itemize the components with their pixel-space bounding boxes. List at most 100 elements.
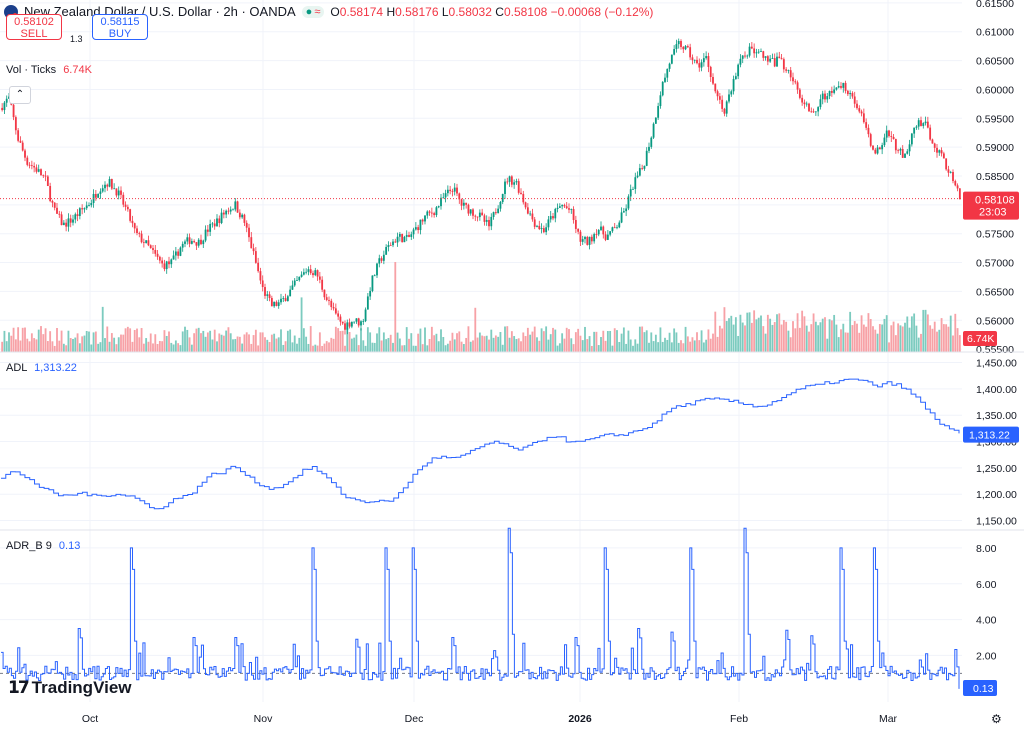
symbol-title[interactable]: New Zealand Dollar / U.S. Dollar · 2h · … bbox=[24, 4, 296, 19]
volume-bar bbox=[353, 337, 356, 352]
vol-legend[interactable]: Vol · Ticks 6.74K bbox=[6, 64, 92, 76]
volume-bar bbox=[69, 338, 72, 352]
volume-bar bbox=[92, 332, 95, 352]
candle-body bbox=[872, 145, 874, 150]
candle-body bbox=[51, 201, 54, 203]
candle-body bbox=[824, 93, 826, 100]
volume-bar bbox=[762, 326, 765, 352]
collapse-chevron-icon[interactable]: ⌃ bbox=[9, 86, 31, 104]
volume-bar bbox=[286, 330, 289, 352]
candle-body bbox=[707, 56, 710, 67]
candle-body bbox=[410, 234, 413, 237]
volume-bar bbox=[72, 338, 74, 352]
volume-bar bbox=[867, 313, 870, 352]
candle-body bbox=[106, 184, 109, 187]
volume-bar bbox=[499, 332, 502, 352]
adr-tick-label: 8.00 bbox=[976, 543, 997, 555]
candle-body bbox=[613, 227, 616, 229]
candle-body bbox=[526, 207, 529, 214]
volume-bar bbox=[421, 344, 424, 352]
volume-bar bbox=[846, 332, 849, 352]
candle-body bbox=[83, 208, 86, 210]
candle-body bbox=[593, 234, 596, 242]
price-axis[interactable]: 0.61500 0.61000 0.60500 0.60000 0.59500 0.590… bbox=[976, 0, 1014, 356]
volume-bar bbox=[252, 335, 255, 352]
candle-body bbox=[817, 107, 820, 112]
candle-body bbox=[277, 302, 280, 306]
candle-body bbox=[920, 120, 922, 126]
candle-body bbox=[796, 82, 799, 90]
volume-bar bbox=[339, 331, 342, 352]
volume-bar bbox=[106, 326, 109, 352]
chart-header: New Zealand Dollar / U.S. Dollar · 2h · … bbox=[4, 4, 653, 19]
candle-body bbox=[398, 233, 401, 237]
candle-body bbox=[906, 151, 909, 154]
volume-bar bbox=[597, 345, 600, 352]
candle-body bbox=[874, 149, 877, 154]
candle-body bbox=[42, 175, 45, 177]
volume-bar bbox=[1, 341, 4, 352]
volume-bar bbox=[723, 307, 726, 352]
price-tick-label: 0.57500 bbox=[976, 229, 1014, 241]
candle-body bbox=[197, 239, 200, 246]
candle-body bbox=[350, 321, 353, 327]
candle-body bbox=[716, 91, 719, 97]
candle-body bbox=[924, 121, 927, 124]
volume-bar bbox=[360, 328, 362, 352]
volume-bar bbox=[124, 328, 127, 352]
volume-bar bbox=[261, 332, 264, 352]
candle-body bbox=[574, 219, 577, 229]
price-tick-label: 0.61000 bbox=[976, 27, 1014, 39]
volume-bar bbox=[328, 342, 330, 352]
candle-body bbox=[696, 59, 698, 64]
volume-bar bbox=[876, 333, 879, 352]
candle-body bbox=[341, 321, 344, 324]
candle-body bbox=[597, 229, 600, 235]
volume-bar bbox=[899, 325, 902, 352]
volume-bar bbox=[478, 332, 481, 352]
volume-bar bbox=[842, 323, 845, 352]
candle-body bbox=[172, 255, 175, 260]
candle-body bbox=[3, 102, 6, 111]
adr-axis[interactable]: 8.00 6.00 4.00 2.00 bbox=[976, 543, 997, 663]
volume-bar bbox=[504, 326, 506, 352]
volume-bar bbox=[99, 342, 102, 352]
time-axis[interactable]: Oct Nov Dec 2026 Feb Mar bbox=[82, 713, 898, 725]
candle-body bbox=[446, 189, 449, 194]
candle-body bbox=[888, 130, 890, 137]
volume-bar bbox=[830, 320, 833, 352]
tradingview-logo[interactable]: 𝟭𝟳 TradingView bbox=[8, 678, 132, 698]
candle-body bbox=[862, 113, 865, 123]
volume-bar bbox=[250, 343, 253, 352]
candle-body bbox=[380, 258, 383, 261]
volume-bar bbox=[926, 314, 929, 352]
adl-badge bbox=[963, 426, 1019, 443]
volume-bar bbox=[556, 345, 559, 352]
candle-body bbox=[540, 228, 543, 230]
volume-bar bbox=[545, 326, 548, 352]
adr-legend[interactable]: ADR_B 9 0.13 bbox=[6, 540, 80, 552]
settings-gear-icon[interactable]: ⚙ bbox=[991, 712, 1002, 726]
volume-bar bbox=[44, 328, 47, 352]
volume-bar bbox=[942, 324, 945, 352]
candle-body bbox=[97, 193, 100, 198]
candle-body bbox=[659, 95, 662, 107]
buy-button[interactable]: 0.58115 BUY bbox=[92, 14, 148, 40]
candle-body bbox=[915, 126, 918, 128]
volume-bar bbox=[179, 345, 182, 352]
volume-bar bbox=[270, 334, 273, 352]
candle-body bbox=[538, 225, 541, 230]
volume-bar bbox=[494, 335, 497, 352]
candle-body bbox=[890, 136, 893, 137]
candle-body bbox=[149, 245, 152, 249]
adl-legend[interactable]: ADL 1,313.22 bbox=[6, 362, 77, 374]
volume-bar bbox=[833, 314, 836, 352]
status-pill[interactable]: ● ≈ bbox=[301, 5, 325, 18]
sell-button[interactable]: 0.58102 SELL bbox=[6, 14, 62, 40]
volume-bar bbox=[616, 330, 618, 352]
adl-axis[interactable]: 1,450.001,400.001,350.001,300.001,250.00… bbox=[976, 358, 1017, 528]
volume-bar bbox=[837, 337, 840, 352]
candle-body bbox=[771, 58, 774, 59]
